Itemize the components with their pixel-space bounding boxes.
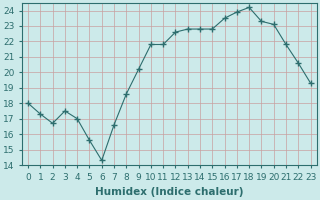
- X-axis label: Humidex (Indice chaleur): Humidex (Indice chaleur): [95, 187, 244, 197]
